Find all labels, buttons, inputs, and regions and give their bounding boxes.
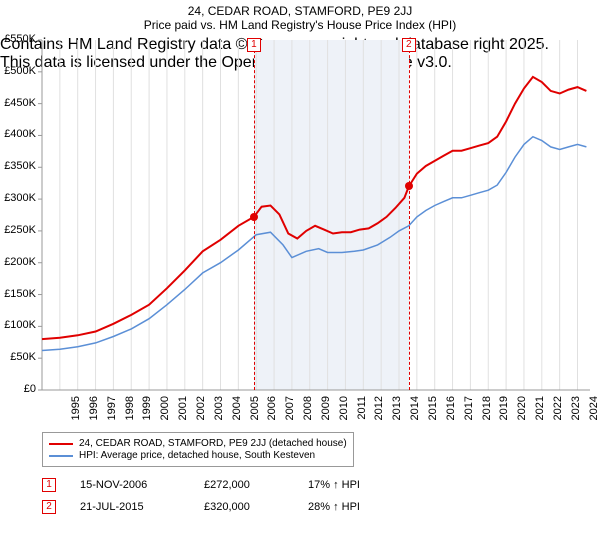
x-tick-label: 2010 <box>338 396 350 426</box>
y-tick-label: £300K <box>0 192 36 204</box>
chart-container: 24, CEDAR ROAD, STAMFORD, PE9 2JJ Price … <box>0 0 600 560</box>
marker-line <box>409 40 410 390</box>
x-tick-label: 2013 <box>391 396 403 426</box>
sale-row: 2 21-JUL-2015 £320,000 28% ↑ HPI <box>42 500 360 514</box>
x-tick-label: 2023 <box>570 396 582 426</box>
marker-box: 2 <box>402 38 416 52</box>
x-tick-label: 2009 <box>320 396 332 426</box>
x-tick-label: 2016 <box>445 396 457 426</box>
legend-label: HPI: Average price, detached house, Sout… <box>79 450 315 461</box>
x-tick-label: 2012 <box>373 396 385 426</box>
x-tick-label: 1997 <box>106 396 118 426</box>
sale-marker: 2 <box>42 500 56 514</box>
y-tick-label: £500K <box>0 65 36 77</box>
x-tick-label: 1995 <box>70 396 82 426</box>
legend-swatch <box>49 455 73 457</box>
sale-date: 15-NOV-2006 <box>80 479 180 491</box>
x-tick-label: 2015 <box>427 396 439 426</box>
legend-item: HPI: Average price, detached house, Sout… <box>49 450 347 461</box>
x-tick-label: 2005 <box>249 396 261 426</box>
y-tick-label: £250K <box>0 224 36 236</box>
y-tick-label: £150K <box>0 288 36 300</box>
x-tick-label: 2008 <box>302 396 314 426</box>
plot-area <box>42 40 590 390</box>
x-tick-label: 2004 <box>231 396 243 426</box>
y-tick-label: £400K <box>0 128 36 140</box>
marker-box: 1 <box>247 38 261 52</box>
y-tick-label: £0 <box>0 383 36 395</box>
sale-delta: 28% ↑ HPI <box>308 501 360 513</box>
sale-delta: 17% ↑ HPI <box>308 479 360 491</box>
chart-title: 24, CEDAR ROAD, STAMFORD, PE9 2JJ <box>0 0 600 18</box>
sale-date: 21-JUL-2015 <box>80 501 180 513</box>
x-tick-label: 1999 <box>141 396 153 426</box>
sale-price: £272,000 <box>204 479 284 491</box>
sale-row: 1 15-NOV-2006 £272,000 17% ↑ HPI <box>42 478 360 492</box>
y-tick-label: £450K <box>0 97 36 109</box>
x-tick-label: 2022 <box>552 396 564 426</box>
x-tick-label: 2007 <box>284 396 296 426</box>
y-tick-label: £350K <box>0 160 36 172</box>
x-tick-label: 2024 <box>588 396 600 426</box>
legend-item: 24, CEDAR ROAD, STAMFORD, PE9 2JJ (detac… <box>49 438 347 449</box>
x-tick-label: 2001 <box>177 396 189 426</box>
x-tick-label: 2020 <box>516 396 528 426</box>
x-tick-label: 1998 <box>124 396 136 426</box>
y-tick-label: £50K <box>0 351 36 363</box>
sale-marker: 1 <box>42 478 56 492</box>
legend: 24, CEDAR ROAD, STAMFORD, PE9 2JJ (detac… <box>42 432 354 467</box>
x-tick-label: 2018 <box>481 396 493 426</box>
x-tick-label: 2021 <box>534 396 546 426</box>
marker-dot <box>405 182 413 190</box>
x-tick-label: 2003 <box>213 396 225 426</box>
x-tick-label: 2011 <box>356 396 368 426</box>
y-tick-label: £100K <box>0 319 36 331</box>
x-tick-label: 2019 <box>498 396 510 426</box>
sale-price: £320,000 <box>204 501 284 513</box>
chart-lines <box>42 40 590 390</box>
x-tick-label: 2002 <box>195 396 207 426</box>
x-tick-label: 2000 <box>159 396 171 426</box>
x-tick-label: 2017 <box>463 396 475 426</box>
marker-dot <box>250 213 258 221</box>
y-tick-label: £200K <box>0 256 36 268</box>
y-tick-label: £550K <box>0 33 36 45</box>
legend-swatch <box>49 443 73 445</box>
chart-subtitle: Price paid vs. HM Land Registry's House … <box>0 18 600 36</box>
x-tick-label: 1996 <box>88 396 100 426</box>
x-tick-label: 2014 <box>409 396 421 426</box>
x-tick-label: 2006 <box>266 396 278 426</box>
legend-label: 24, CEDAR ROAD, STAMFORD, PE9 2JJ (detac… <box>79 438 347 449</box>
